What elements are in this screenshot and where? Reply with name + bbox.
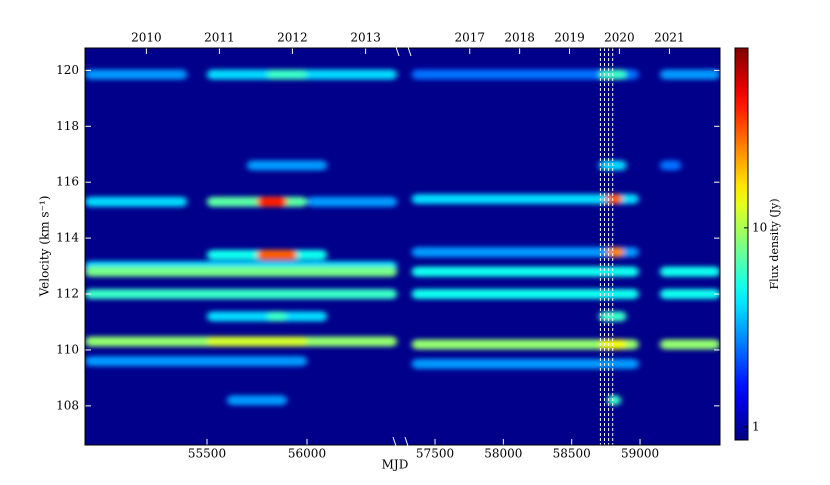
x-tick-label: 59000 xyxy=(621,447,659,461)
y-tick-label: 114 xyxy=(56,231,79,245)
plot-frame xyxy=(84,47,721,446)
emission-feature xyxy=(605,193,623,204)
emission-feature xyxy=(659,160,682,171)
top-tick-label: 2021 xyxy=(654,31,685,45)
colorbar-tick-label: 10 xyxy=(752,220,767,234)
emission-feature xyxy=(85,266,397,277)
emission-feature xyxy=(207,336,307,347)
emission-feature xyxy=(85,69,187,80)
y-tick-label: 110 xyxy=(56,342,79,356)
top-tick-label: 2019 xyxy=(554,31,585,45)
x-tick-label: 57500 xyxy=(416,447,454,461)
emission-feature xyxy=(257,249,297,260)
emission-feature xyxy=(659,339,720,350)
top-tick-label: 2013 xyxy=(350,31,381,45)
y-tick-label: 120 xyxy=(56,63,79,77)
x-tick-label: 58500 xyxy=(553,447,591,461)
emission-feature xyxy=(307,196,397,207)
emission-feature xyxy=(659,69,720,80)
emission-feature xyxy=(411,193,639,204)
emission-feature xyxy=(599,311,627,322)
y-tick-label: 112 xyxy=(56,287,79,301)
emission-feature xyxy=(411,289,639,300)
x-tick-label: 58000 xyxy=(484,447,522,461)
emission-feature xyxy=(85,289,397,300)
y-axis-label: Velocity (km s⁻¹) xyxy=(38,196,52,298)
emission-feature xyxy=(411,266,639,277)
colorbar xyxy=(734,47,749,441)
emission-feature xyxy=(227,395,287,406)
x-tick-label: 55500 xyxy=(188,447,226,461)
colorbar-label: Flux density (Jy) xyxy=(768,198,781,289)
colorbar-tick-label: 1 xyxy=(752,419,760,433)
emission-feature xyxy=(411,358,639,369)
emission-feature xyxy=(85,356,307,367)
emission-feature xyxy=(659,266,720,277)
emission-feature xyxy=(607,395,621,406)
overlay xyxy=(85,48,720,445)
y-tick-label: 118 xyxy=(56,119,79,133)
emission-feature xyxy=(267,69,307,80)
plot-area xyxy=(85,48,720,445)
emission-feature xyxy=(257,196,287,207)
emission-feature xyxy=(659,289,720,300)
top-tick-label: 2012 xyxy=(277,31,308,45)
top-tick-label: 2017 xyxy=(454,31,485,45)
emission-feature xyxy=(247,160,327,171)
emission-feature xyxy=(267,311,287,322)
emission-feature xyxy=(607,247,624,258)
top-tick-label: 2010 xyxy=(131,31,162,45)
x-tick-label: 56000 xyxy=(288,447,326,461)
emission-feature xyxy=(85,196,187,207)
top-tick-label: 2011 xyxy=(204,31,235,45)
axis-break xyxy=(392,37,412,456)
emission-feature xyxy=(411,339,639,350)
emission-feature xyxy=(411,247,639,258)
top-tick-label: 2020 xyxy=(604,31,635,45)
top-tick-label: 2018 xyxy=(504,31,535,45)
x-axis-label: MJD xyxy=(382,458,409,472)
emission-feature xyxy=(411,69,639,80)
heatmap xyxy=(85,69,720,406)
y-tick-label: 116 xyxy=(56,175,79,189)
y-tick-label: 108 xyxy=(56,398,79,412)
